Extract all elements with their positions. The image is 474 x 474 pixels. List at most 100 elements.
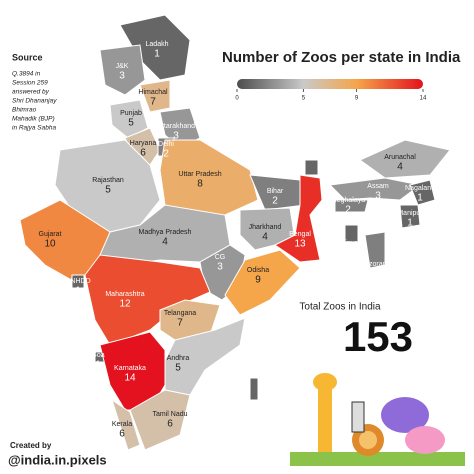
source-line: Shri Dhananjay [12,98,57,105]
state-name: Uttar Pradesh [178,171,221,178]
state-value: 7 [150,97,156,108]
state-name: Telangana [164,310,196,317]
state-region [409,179,436,206]
state-name: Jharkhand [249,224,282,231]
state-region [111,398,141,451]
state-name: Assam [367,183,389,190]
state-name: Ladakh [146,41,169,48]
state-name: Himachal [138,89,168,96]
state-value: 2 [372,269,378,280]
state-value: 2 [345,205,351,216]
state-region [224,249,301,316]
state-value: 5 [175,363,181,374]
state-name: Bihar [267,188,284,195]
state-value: 4 [397,162,403,173]
state-name: Karnataka [114,365,146,372]
state-value: 9 [255,275,261,286]
state-name: Gujarat [39,231,62,238]
state-region [249,377,259,401]
state-value: 2 [272,196,278,207]
state-name: Tamil Nadu [152,411,187,418]
state-name: Mizoram [362,261,389,268]
state-value: 8 [197,179,203,190]
state-region [364,231,386,269]
state-name: Odisha [247,267,269,274]
state-region [334,199,369,213]
state-value: 1 [229,373,235,384]
state-value: 5 [105,185,111,196]
state-name: Nagaland [405,185,435,192]
state-region [304,159,319,176]
state-region [359,139,451,179]
state-name: Meghalaya [331,197,365,204]
state-value: 6 [167,419,173,430]
state-name: DNHDD [65,278,90,285]
state-name: Uttarakhand [157,123,195,130]
state-name: Manipur [397,210,423,217]
source-line: answered by [12,89,50,96]
state-value: 7 [177,318,183,329]
state-region [84,254,211,346]
state-name: Rajasthan [92,177,124,184]
state-region [139,79,171,113]
state-name: CG [215,254,226,261]
legend-tick-label: 9 [355,96,359,102]
state-value: 6 [119,429,125,440]
state-value: 3 [119,71,125,82]
state-value: 1 [95,360,101,371]
state-name: Haryana [130,140,157,147]
state-value: 1 [407,218,413,229]
source-line: Session 259 [12,80,48,87]
state-region [71,274,85,289]
state-name: Delhi [158,141,174,148]
source-line: Mahadik (BJP) [12,116,55,123]
credit-handle: @india.in.pixels [8,452,107,467]
total-value: 153 [343,313,413,360]
state-name: Tripura [339,240,361,247]
state-name: J&K [116,63,129,70]
source-line: Bhimrao [12,107,37,114]
state-value: 2 [163,149,169,160]
state-value: 12 [119,299,131,310]
state-name: Madhya Pradesh [139,229,192,236]
state-name: Kerala [112,421,132,428]
state-value: 4 [262,232,268,243]
state-value: 6 [140,148,146,159]
legend-tick-label: 14 [420,96,427,102]
legend-tick-label: 5 [302,96,306,102]
state-name: Sikkim [304,145,325,152]
state-name: Goa [91,352,104,359]
state-value: 10 [44,239,56,250]
state-value: 1 [75,286,81,297]
state-value: 5 [128,118,134,129]
state-name: Arunachal [384,154,416,161]
state-value: 1 [154,49,160,60]
credit-label: Created by [10,441,52,450]
source-line: in Rajya Sabha [12,125,56,132]
state-value: 1 [311,153,317,164]
state-value: 3 [375,191,381,202]
state-name: A&N Islands [213,365,252,372]
state-region [274,174,323,263]
state-name: Andhra [167,355,190,362]
source-heading: Source [12,52,43,62]
state-value: 1 [417,193,423,204]
state-value: 3 [173,131,179,142]
state-region [399,204,421,229]
source-line: Q.3894 in [12,71,41,78]
state-value: 3 [217,262,223,273]
state-value: 14 [124,373,136,384]
state-region [344,224,359,243]
state-region [129,389,191,451]
state-value: 1 [347,248,353,259]
state-region [99,44,146,96]
legend-tick-label: 0 [235,96,239,102]
state-name: Maharashtra [105,291,144,298]
state-name: Bengal [289,231,311,238]
total-label: Total Zoos in India [299,302,381,313]
title: Number of Zoos per state in India [222,49,461,66]
zoo-illustration [290,373,465,466]
state-name: Punjab [120,110,142,117]
